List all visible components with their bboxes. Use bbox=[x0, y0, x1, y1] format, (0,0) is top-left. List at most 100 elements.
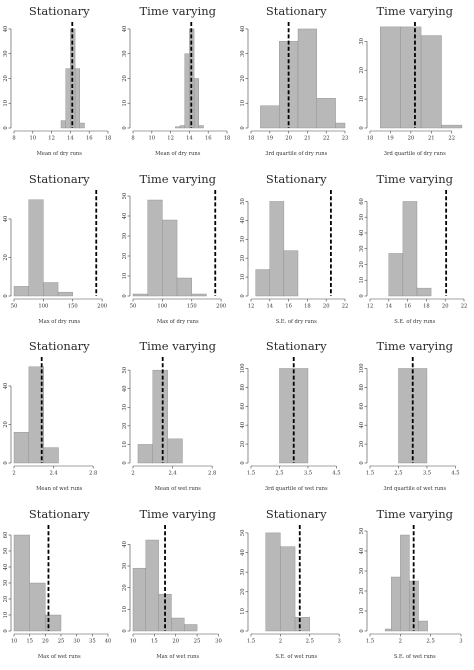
x-tick-label: 16 bbox=[404, 303, 411, 309]
histogram-svg: 10 15 20 25 30 35 40 0 10 20 30 40 50 60 bbox=[3, 524, 111, 644]
x-tick-label: 16 bbox=[86, 136, 93, 142]
histogram-bar bbox=[170, 617, 184, 631]
histogram-bar bbox=[399, 534, 410, 631]
y-tick-label: 50 bbox=[122, 192, 128, 199]
x-tick-label: 25 bbox=[193, 638, 200, 644]
panel-title: Time varying bbox=[139, 4, 216, 18]
x-tick-label: 1.5 bbox=[365, 638, 373, 644]
histogram-bar bbox=[183, 53, 190, 129]
x-tick-label: 10 bbox=[11, 638, 18, 644]
y-tick-label: 60 bbox=[240, 403, 246, 410]
x-axis-label: S.E. of dry runs bbox=[394, 318, 436, 325]
histogram-bar bbox=[198, 125, 204, 129]
y-tick-label: 40 bbox=[359, 422, 365, 429]
histogram-bar bbox=[269, 200, 285, 296]
x-tick-label: 14 bbox=[67, 136, 74, 142]
x-tick-label: 14 bbox=[186, 136, 193, 142]
x-axis-label: S.E. of dry runs bbox=[275, 318, 317, 325]
y-tick-label: 10 bbox=[359, 607, 365, 614]
histogram-bar bbox=[260, 105, 280, 129]
histogram-svg: 12 14 16 18 20 22 0 10 20 30 40 50 60 bbox=[359, 189, 467, 309]
x-tick-label: 12 bbox=[248, 303, 255, 309]
histogram-bar bbox=[390, 576, 401, 631]
y-tick-label: 20 bbox=[122, 75, 128, 82]
histogram-bar bbox=[132, 293, 148, 296]
histogram-bar bbox=[137, 444, 153, 464]
y-tick-label: 20 bbox=[3, 254, 9, 261]
x-tick-label: 1.5 bbox=[365, 471, 373, 477]
histogram-svg: 10 15 20 25 30 0 10 20 30 40 bbox=[122, 524, 221, 644]
x-axis-label: Mean of wet runs bbox=[154, 486, 201, 492]
y-tick-label: 40 bbox=[240, 549, 246, 556]
y-tick-label: 40 bbox=[359, 229, 365, 236]
y-tick-label: 30 bbox=[3, 579, 9, 586]
y-tick-label: 20 bbox=[3, 75, 9, 82]
y-tick-label: 0 bbox=[3, 629, 9, 632]
y-tick-label: 30 bbox=[240, 568, 246, 575]
y-tick-label: 100 bbox=[359, 364, 365, 374]
histogram-bar bbox=[57, 291, 73, 296]
y-tick-label: 40 bbox=[359, 547, 365, 554]
x-tick-label: 200 bbox=[216, 303, 226, 309]
histogram-bar bbox=[132, 567, 146, 631]
histogram-bar bbox=[43, 447, 59, 464]
histogram-bar bbox=[294, 616, 310, 631]
histogram-svg: 2 2.4 2.8 0 10 20 30 40 50 bbox=[122, 357, 216, 477]
x-tick-label: 10 bbox=[129, 638, 136, 644]
y-tick-label: 0 bbox=[122, 126, 128, 129]
x-axis-label: Max of wet runs bbox=[156, 653, 200, 660]
y-tick-label: 10 bbox=[240, 608, 246, 615]
histogram-panel: Time varying Max of dry runs 50 100 150 200 0 1… bbox=[119, 168, 238, 336]
y-tick-label: 10 bbox=[122, 272, 128, 279]
histogram-svg: 18 19 20 21 22 23 0 10 20 30 40 bbox=[240, 22, 349, 142]
histogram-panel: Stationary Max of dry runs 50 100 150 200 0 20 4… bbox=[0, 168, 119, 336]
histogram-bar bbox=[191, 293, 207, 296]
x-tick-label: 150 bbox=[186, 303, 196, 309]
y-tick-label: 0 bbox=[359, 294, 365, 297]
histogram-bar bbox=[13, 431, 30, 464]
histogram-svg: 50 100 150 200 0 20 40 bbox=[3, 189, 107, 309]
x-tick-label: 23 bbox=[342, 136, 349, 142]
x-axis-label: Max of dry runs bbox=[38, 318, 81, 325]
x-tick-label: 100 bbox=[157, 303, 167, 309]
y-tick-label: 20 bbox=[3, 421, 9, 428]
x-tick-label: 20 bbox=[172, 638, 179, 644]
x-axis-label: Mean of wet runs bbox=[36, 486, 83, 492]
histogram-bar bbox=[28, 199, 44, 296]
panel-title: Stationary bbox=[265, 4, 327, 18]
x-tick-label: 2 bbox=[12, 471, 15, 477]
histogram-panel: Time varying Max of wet runs 10 15 20 25 30 0 10… bbox=[119, 503, 238, 670]
histogram-bar bbox=[13, 534, 30, 631]
x-tick-label: 200 bbox=[97, 303, 107, 309]
y-tick-label: 10 bbox=[359, 276, 365, 283]
x-tick-label: 1.5 bbox=[247, 638, 255, 644]
y-tick-label: 30 bbox=[240, 50, 246, 57]
y-tick-label: 50 bbox=[3, 547, 9, 554]
y-tick-label: 100 bbox=[240, 364, 246, 374]
y-tick-label: 0 bbox=[240, 629, 246, 632]
y-tick-label: 50 bbox=[122, 367, 128, 374]
y-tick-label: 20 bbox=[240, 441, 246, 448]
histogram-panel: Stationary Max of wet runs 10 15 20 25 30 35 40 0… bbox=[0, 503, 119, 670]
y-tick-label: 20 bbox=[359, 587, 365, 594]
y-tick-label: 10 bbox=[122, 100, 128, 107]
histogram-bar bbox=[388, 252, 403, 296]
x-tick-label: 12 bbox=[167, 136, 174, 142]
histogram-bar bbox=[29, 582, 46, 631]
histogram-bar bbox=[152, 369, 168, 464]
x-tick-label: 2.4 bbox=[49, 471, 58, 477]
y-tick-label: 10 bbox=[122, 606, 128, 613]
y-tick-label: 80 bbox=[240, 384, 246, 391]
histogram-bar bbox=[399, 26, 421, 129]
y-tick-label: 0 bbox=[359, 629, 365, 632]
histogram-bar bbox=[417, 620, 428, 631]
x-axis-label: S.E. of wet runs bbox=[275, 653, 318, 660]
histogram-bar bbox=[161, 219, 177, 296]
x-tick-label: 20 bbox=[285, 136, 292, 142]
x-tick-label: 18 bbox=[105, 136, 112, 142]
y-tick-label: 10 bbox=[359, 96, 365, 103]
y-tick-label: 40 bbox=[240, 217, 246, 224]
x-tick-label: 2.8 bbox=[89, 471, 97, 477]
x-tick-label: 25 bbox=[58, 638, 65, 644]
